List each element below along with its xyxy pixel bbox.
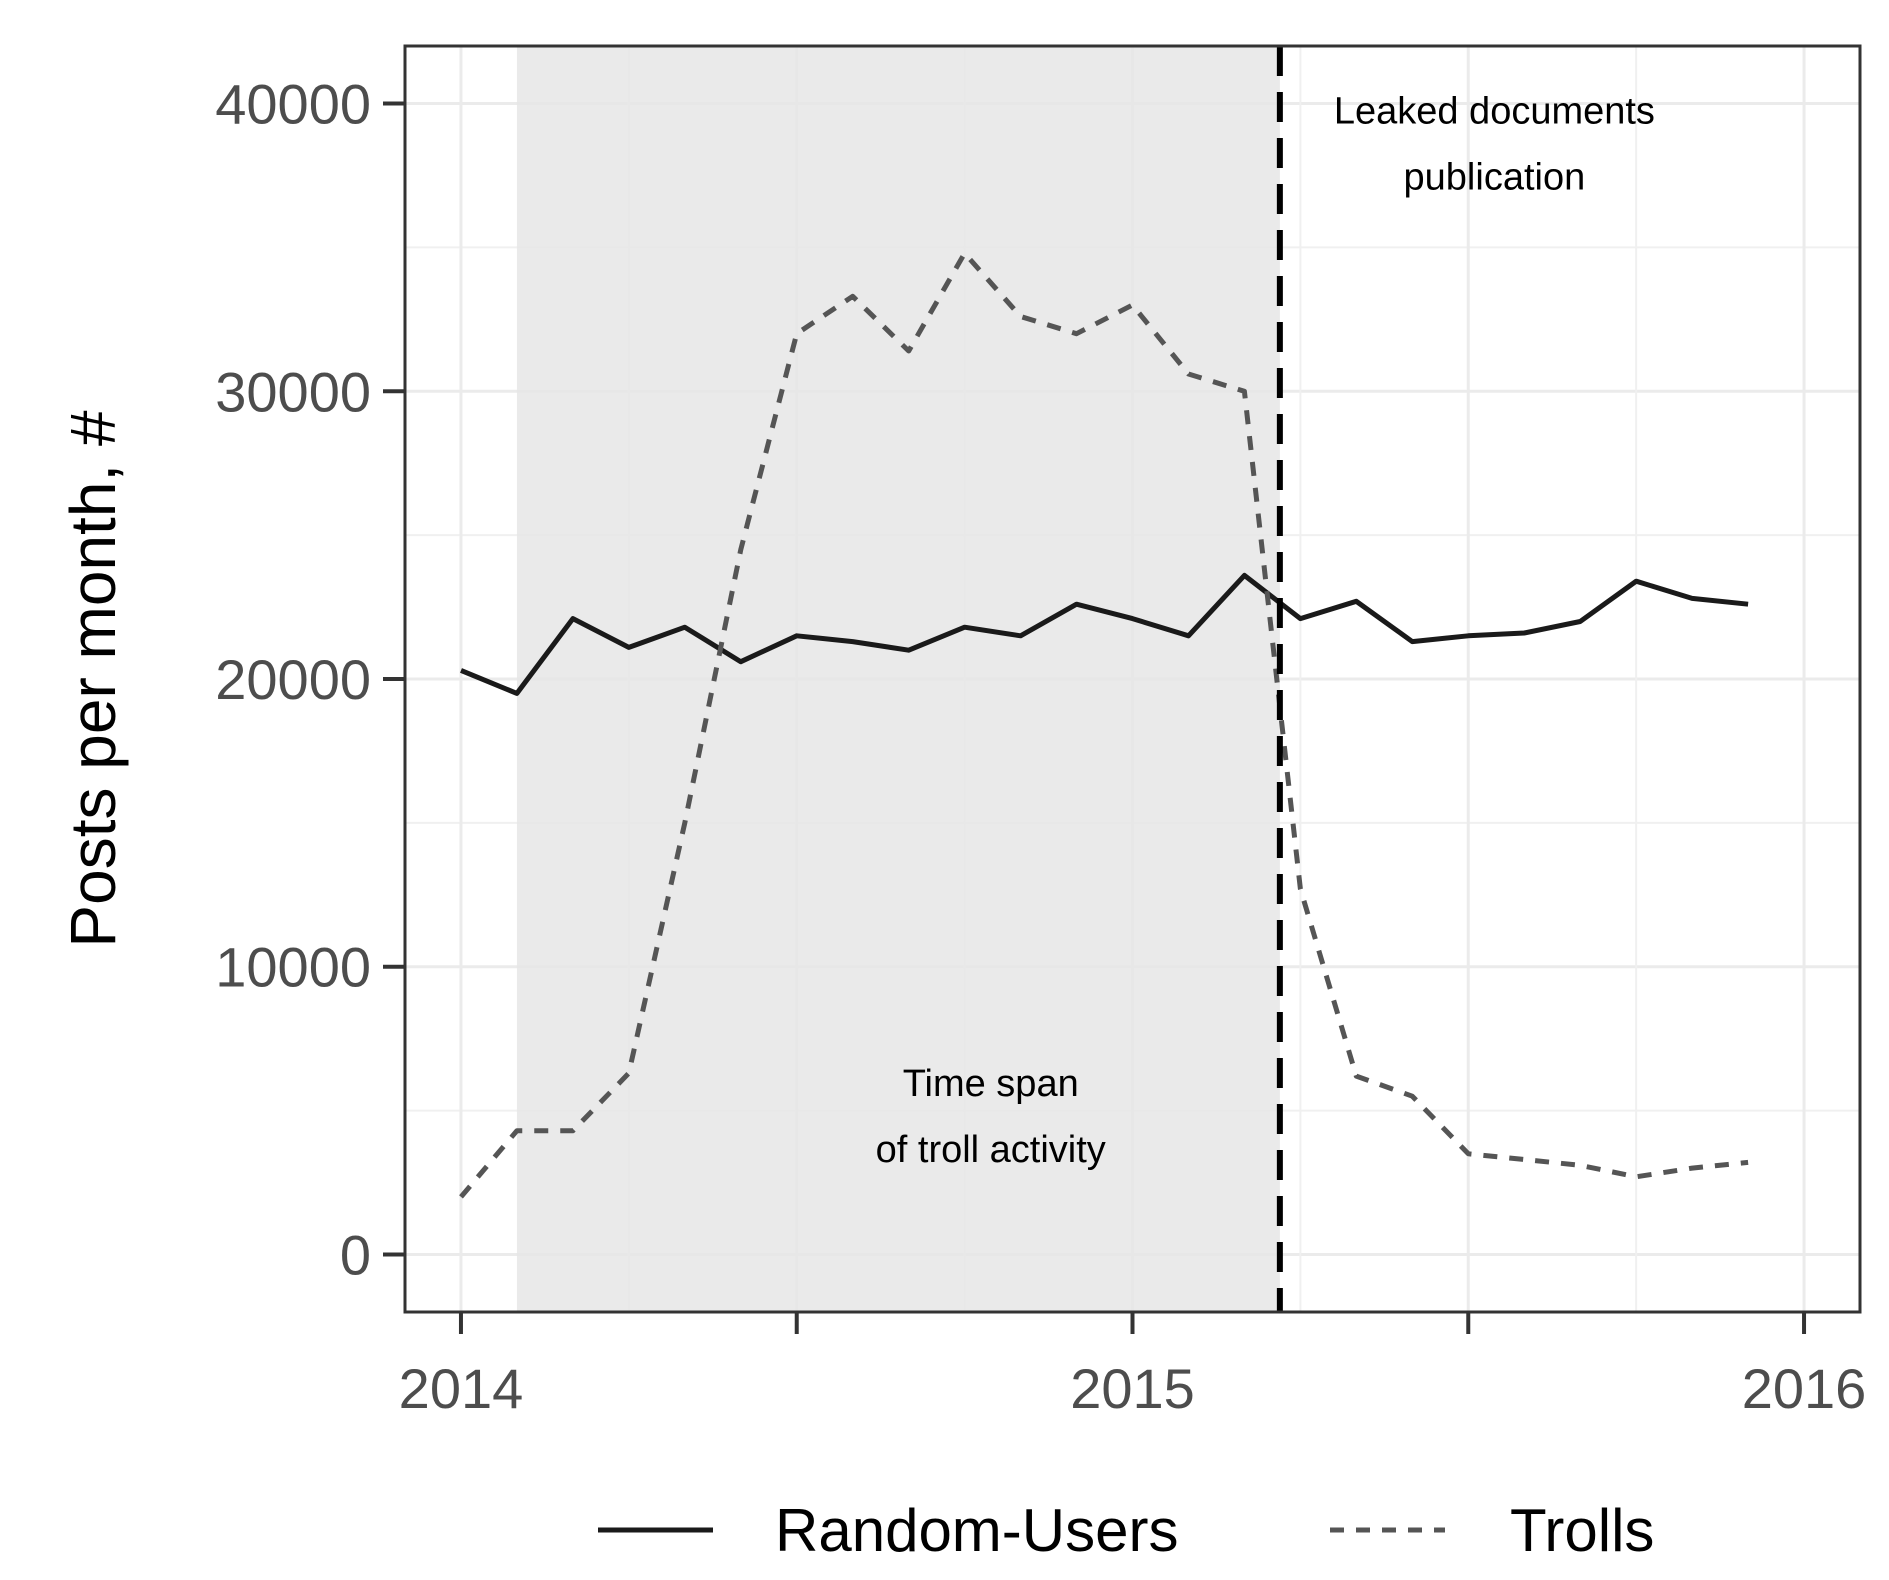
legend-label-trolls: Trolls [1510,1497,1654,1564]
y-tick-label: 10000 [215,936,371,999]
legend-label-random-users: Random-Users [775,1497,1178,1564]
annotation-line: Time span [903,1063,1079,1105]
x-tick-label: 2015 [1070,1357,1195,1420]
x-tick-label: 2016 [1742,1357,1867,1420]
x-tick-label: 2014 [399,1357,524,1420]
axes: 0 10000 20000 30000 40000 2014 2015 2016 Posts p… [57,44,1867,1420]
troll-activity-shading [516,46,1280,1312]
annotation-line: publication [1404,157,1586,199]
annotation-line: Leaked documents [1334,91,1655,133]
y-tick-label: 30000 [215,360,371,423]
annotation-leaked-documents: Leaked documents publication [1334,91,1655,199]
series-line-random-users [460,572,1749,696]
y-tick-label: 0 [340,1223,371,1286]
y-axis-title: Posts per month, # [57,410,129,948]
annotations: Time span of troll activity Leaked documen… [876,91,1655,1172]
series-lines [459,250,1749,1199]
legend: Random-Users Trolls [598,1497,1654,1564]
annotation-troll-activity: Time span of troll activity [876,1063,1106,1171]
y-tick-label: 20000 [215,648,371,711]
y-tick-label: 40000 [215,73,371,136]
annotation-line: of troll activity [876,1129,1106,1171]
series-line-trolls [459,250,1749,1199]
shaded-region [516,46,1280,1312]
